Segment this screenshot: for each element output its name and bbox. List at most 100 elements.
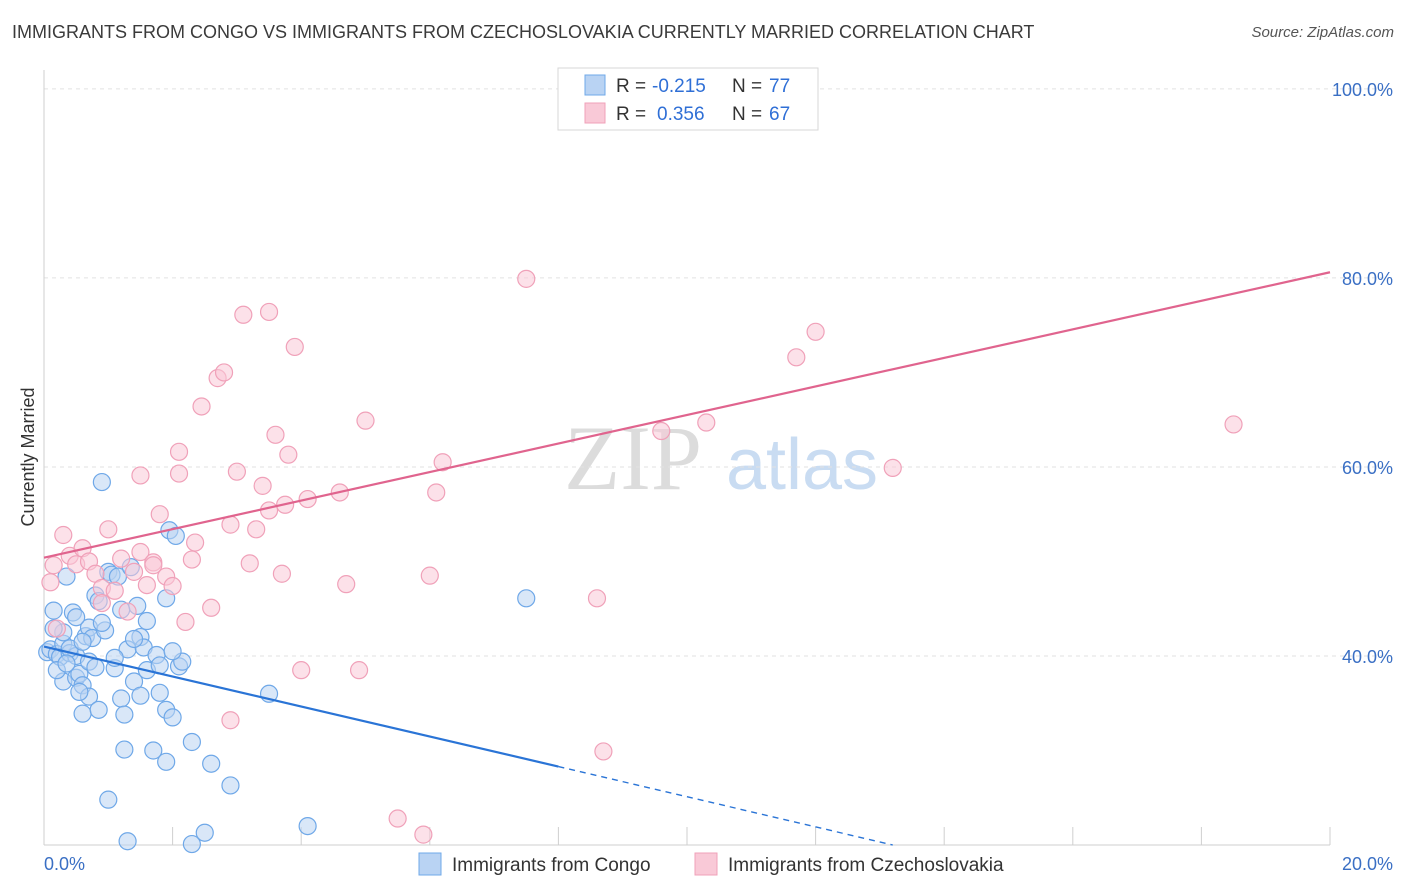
watermark-atlas: atlas: [726, 425, 878, 505]
point-congo: [182, 834, 201, 854]
point-congo: [137, 611, 156, 631]
point-czechoslovakia: [182, 550, 201, 569]
point-congo: [73, 704, 92, 723]
point-congo: [157, 752, 176, 771]
point-congo: [195, 823, 214, 842]
point-czechoslovakia: [1224, 415, 1243, 434]
point-congo: [182, 732, 201, 752]
bottom-legend-label-congo: Immigrants from Congo: [452, 855, 651, 876]
point-congo: [92, 472, 111, 492]
point-congo: [163, 642, 182, 661]
bottom-legend-label-czech: Immigrants from Czechoslovakia: [728, 855, 1004, 876]
bottom-legend-swatch-czech: [694, 852, 718, 876]
point-congo: [150, 683, 169, 702]
bottom-legend: Immigrants from Congo Immigrants from Cz…: [418, 852, 1004, 876]
point-czechoslovakia: [227, 462, 246, 481]
point-congo: [89, 700, 108, 719]
y-tick-label: 80.0%: [1342, 269, 1393, 289]
point-czechoslovakia: [806, 322, 825, 341]
point-congo: [221, 776, 240, 795]
legend-n-value-congo: 77: [769, 76, 790, 97]
legend-swatch-congo: [584, 74, 606, 96]
point-czechoslovakia: [337, 575, 356, 594]
trendline-congo-extrapolated: [558, 765, 893, 846]
point-congo: [118, 832, 137, 851]
point-czechoslovakia: [176, 612, 195, 632]
y-tick-label: 40.0%: [1342, 647, 1393, 667]
legend-n-value-czech: 67: [769, 104, 790, 125]
point-czechoslovakia: [124, 562, 144, 581]
point-czechoslovakia: [414, 825, 433, 844]
points-layer: [38, 269, 1243, 854]
point-czechoslovakia: [652, 421, 671, 441]
point-czechoslovakia: [112, 549, 131, 568]
point-czechoslovakia: [349, 661, 369, 680]
point-congo: [99, 790, 118, 809]
point-congo: [67, 608, 86, 627]
point-czechoslovakia: [41, 573, 60, 592]
point-congo: [73, 632, 92, 651]
point-czechoslovakia: [272, 564, 292, 583]
y-axis-label: Currently Married: [18, 387, 38, 526]
point-congo: [112, 689, 131, 708]
point-congo: [131, 686, 150, 705]
point-czechoslovakia: [266, 425, 285, 444]
watermark-zip: ZIP: [564, 407, 702, 509]
point-czechoslovakia: [697, 413, 716, 432]
chart-source: Source: ZipAtlas.com: [1251, 24, 1394, 41]
point-czechoslovakia: [259, 501, 279, 520]
legend-n-label-czech: N =: [732, 104, 762, 125]
point-czechoslovakia: [427, 483, 446, 502]
point-czechoslovakia: [169, 464, 189, 483]
legend-r-value-czech: 0.356: [657, 104, 705, 125]
axis-layer: 40.0% 60.0% 80.0% 100.0% 0.0% 20.0%: [43, 70, 1393, 874]
point-czechoslovakia: [240, 554, 259, 573]
legend-swatch-czech: [584, 102, 606, 124]
point-czechoslovakia: [99, 520, 118, 539]
point-czechoslovakia: [883, 458, 902, 477]
point-czechoslovakia: [131, 542, 150, 562]
point-czechoslovakia: [234, 305, 253, 324]
point-czechoslovakia: [186, 533, 205, 552]
point-czechoslovakia: [787, 348, 806, 367]
point-czechoslovakia: [594, 742, 613, 761]
point-czechoslovakia: [105, 581, 124, 600]
point-czechoslovakia: [292, 661, 311, 680]
legend-box: R = -0.215 N = 77 R = 0.356 N = 67: [557, 67, 819, 131]
point-czechoslovakia: [47, 619, 66, 638]
point-czechoslovakia: [221, 711, 240, 730]
point-congo: [144, 741, 163, 760]
point-czechoslovakia: [214, 363, 234, 382]
point-czechoslovakia: [118, 602, 137, 621]
legend-r-value-congo: -0.215: [652, 76, 706, 97]
point-czechoslovakia: [150, 505, 169, 524]
point-congo: [57, 654, 76, 673]
point-czechoslovakia: [285, 337, 304, 357]
point-czechoslovakia: [253, 476, 272, 495]
point-czechoslovakia: [163, 576, 182, 596]
trendline-congo: [43, 645, 559, 768]
point-czechoslovakia: [420, 566, 439, 585]
point-czechoslovakia: [44, 556, 63, 575]
point-congo: [115, 705, 134, 724]
point-czechoslovakia: [192, 397, 211, 416]
point-congo: [70, 682, 89, 701]
point-czechoslovakia: [279, 445, 298, 464]
point-congo: [298, 816, 317, 836]
point-congo: [517, 589, 536, 608]
point-czechoslovakia: [169, 442, 189, 461]
point-congo: [124, 629, 144, 649]
chart-title: IMMIGRANTS FROM CONGO VS IMMIGRANTS FROM…: [12, 22, 1035, 42]
point-congo: [57, 567, 76, 586]
point-congo: [44, 601, 63, 620]
point-congo: [115, 740, 134, 759]
point-congo: [86, 658, 105, 677]
x-tick-label-max: 20.0%: [1342, 854, 1393, 874]
point-congo: [92, 613, 111, 632]
point-czechoslovakia: [131, 466, 150, 485]
legend-r-label-czech: R =: [616, 104, 646, 125]
y-tick-label: 60.0%: [1342, 458, 1393, 478]
point-czechoslovakia: [137, 575, 156, 595]
point-czechoslovakia: [433, 453, 452, 472]
